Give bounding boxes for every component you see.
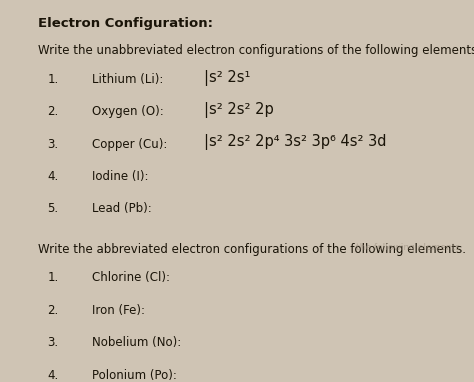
Text: Lithium (Li):: Lithium (Li): (92, 73, 164, 86)
Text: 2.: 2. (47, 304, 59, 317)
Text: Write the abbreviated electron configurations of the following elements.: Write the abbreviated electron configura… (38, 243, 466, 256)
Text: 5.: 5. (47, 202, 58, 215)
Text: 1.: 1. (47, 271, 59, 284)
Text: 2.: 2. (47, 105, 59, 118)
Text: 3.: 3. (47, 138, 58, 151)
Text: Chlorine (Cl):: Chlorine (Cl): (92, 271, 171, 284)
Text: |s² 2s² 2p⁴ 3s² 3p⁶ 4s² 3d: |s² 2s² 2p⁴ 3s² 3p⁶ 4s² 3d (204, 134, 386, 151)
Text: Oxygen (O):: Oxygen (O): (92, 105, 164, 118)
Text: Nobelium (No):: Nobelium (No): (92, 336, 182, 349)
Text: Polonium (Po):: Polonium (Po): (92, 369, 177, 382)
Text: Lead (Pb):: Lead (Pb): (92, 202, 152, 215)
Text: 3.: 3. (47, 336, 58, 349)
Text: Iodine (I):: Iodine (I): (92, 170, 149, 183)
Text: |s² 2s¹: |s² 2s¹ (204, 70, 250, 86)
Text: 1.: 1. (47, 73, 59, 86)
Text: 4.: 4. (47, 170, 59, 183)
Text: |s² 2s² 2p: |s² 2s² 2p (204, 102, 273, 118)
Text: Copper (Cu):: Copper (Cu): (92, 138, 168, 151)
Text: 4.: 4. (47, 369, 59, 382)
Text: the following elements: the following elements (356, 243, 460, 252)
Text: Electron Configuration:: Electron Configuration: (38, 17, 213, 30)
Text: Write the unabbreviated electron configurations of the following elements.: Write the unabbreviated electron configu… (38, 44, 474, 57)
Text: Iron (Fe):: Iron (Fe): (92, 304, 146, 317)
